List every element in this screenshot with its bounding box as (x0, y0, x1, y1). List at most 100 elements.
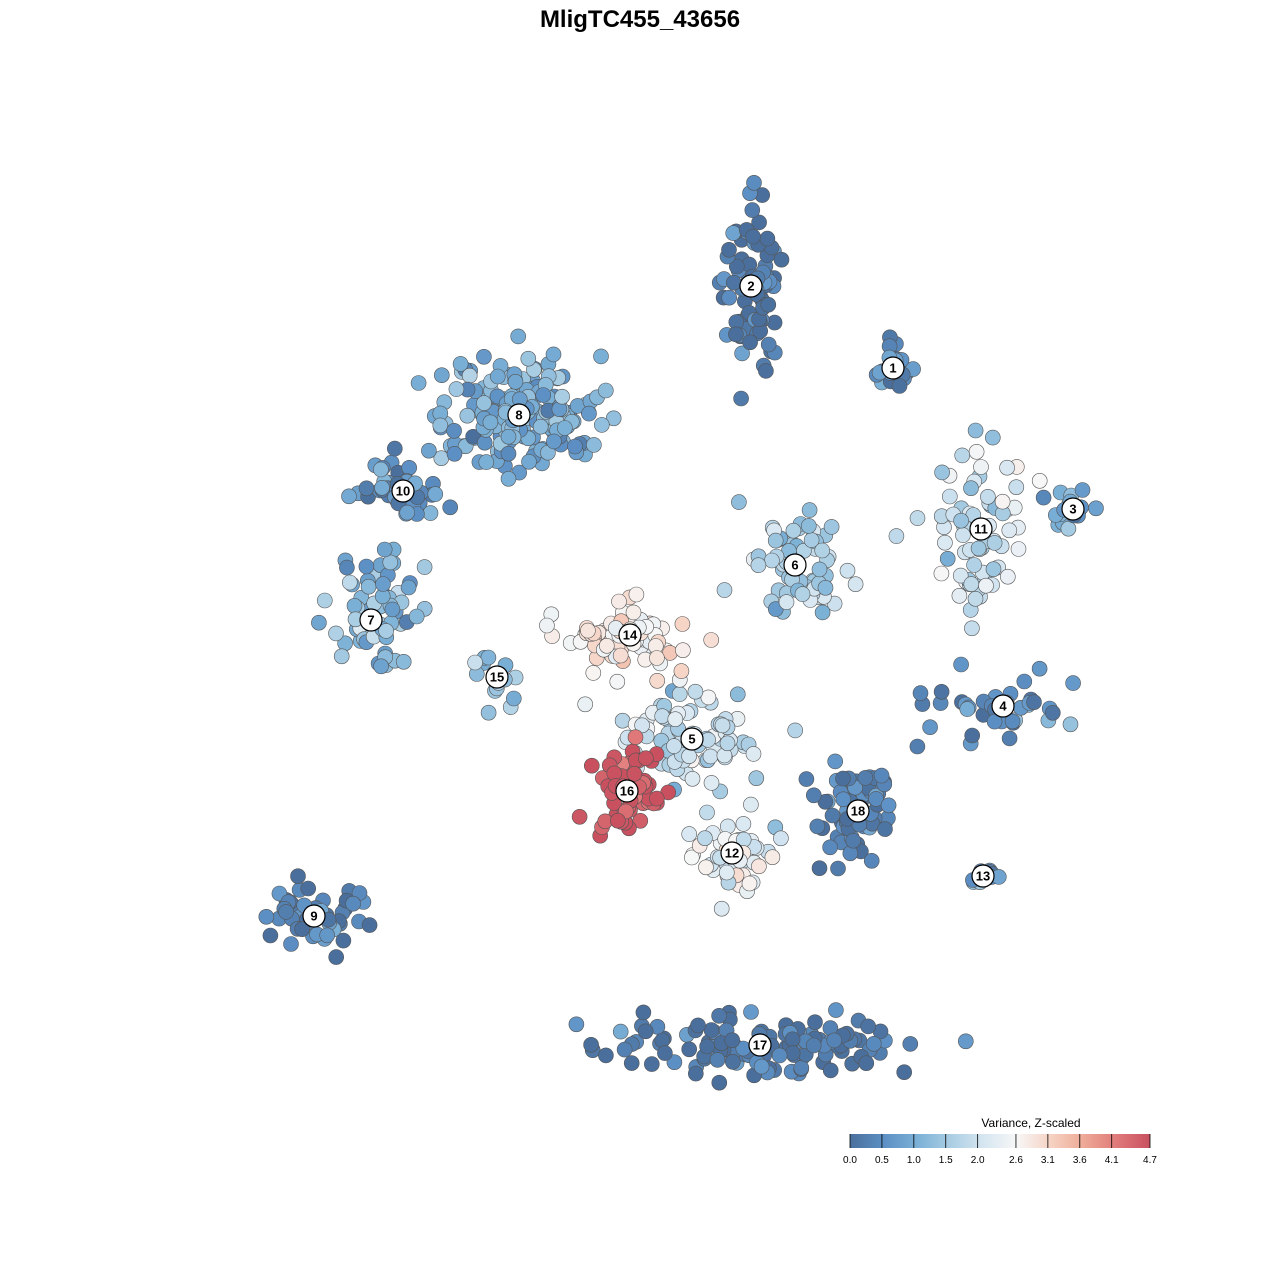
data-point (433, 367, 450, 384)
data-point (744, 202, 761, 218)
data-point (376, 541, 393, 558)
data-point (711, 1007, 727, 1024)
cluster-label-badge (783, 553, 807, 577)
cluster-label-8: 8 (507, 403, 531, 427)
data-point (822, 839, 838, 856)
data-point (941, 488, 958, 505)
cluster-label-badge (739, 274, 763, 298)
data-point (787, 722, 804, 739)
cluster-label-2: 2 (739, 274, 763, 298)
data-point (507, 373, 524, 390)
cluster-label-badge (302, 904, 326, 928)
cluster-label-10: 10 (391, 479, 415, 503)
cluster-label-badge (507, 403, 531, 427)
cluster-label-text: 14 (623, 628, 638, 643)
data-point (674, 616, 691, 632)
data-point (1010, 541, 1027, 557)
data-point (937, 534, 953, 551)
data-point (784, 1031, 801, 1048)
data-point (609, 812, 626, 829)
data-point (725, 274, 742, 291)
data-point (358, 558, 375, 575)
data-point (360, 578, 377, 595)
data-point (1088, 500, 1104, 517)
data-point (860, 1018, 877, 1035)
data-point (891, 378, 908, 394)
chart-title: MligTC455_43656 (540, 6, 740, 33)
data-point (666, 738, 682, 754)
data-point (909, 510, 926, 526)
data-point (801, 502, 818, 518)
cluster-label-text: 16 (620, 784, 634, 799)
data-point (637, 1023, 654, 1040)
cluster-label-16: 16 (615, 779, 639, 803)
data-point (967, 422, 984, 439)
data-point (719, 735, 736, 752)
cluster-label-text: 17 (753, 1038, 767, 1053)
data-point (346, 597, 363, 614)
data-point (822, 1062, 839, 1079)
data-point (760, 336, 777, 353)
data-point (683, 849, 700, 866)
data-point (319, 927, 336, 944)
data-point (953, 656, 969, 673)
data-point (489, 368, 506, 385)
data-point (520, 350, 537, 367)
data-point (580, 622, 596, 639)
legend-ticks: 0.0 0.5 1.0 1.5 2.0 2.6 3.1 3.6 4.1 4.7 (843, 1134, 1157, 1166)
data-point (598, 1047, 614, 1064)
data-point (649, 650, 665, 666)
data-point (684, 770, 701, 787)
data-point (896, 1064, 913, 1080)
data-point (328, 625, 344, 642)
data-point (637, 750, 654, 767)
data-point (865, 1036, 882, 1052)
data-point (500, 428, 517, 445)
data-point (577, 696, 594, 713)
data-point (1062, 716, 1079, 733)
data-point (909, 738, 926, 755)
cluster-label-3: 3 (1061, 497, 1085, 521)
data-point (807, 1014, 823, 1031)
data-point (978, 577, 994, 594)
legend-tick-label: 2.0 (971, 1155, 985, 1166)
data-point (986, 535, 1003, 551)
data-point (335, 932, 352, 949)
data-point (634, 717, 650, 734)
data-point (773, 830, 789, 847)
data-point (648, 790, 665, 807)
data-point (545, 346, 562, 363)
data-point (877, 821, 893, 837)
data-point (902, 1036, 919, 1052)
data-point (729, 686, 746, 703)
legend-tick-label: 0.0 (843, 1155, 857, 1166)
data-point (567, 438, 583, 455)
data-point (811, 561, 828, 578)
data-point (1031, 660, 1048, 677)
data-point (671, 686, 688, 702)
cluster-label-11: 11 (969, 517, 993, 541)
data-point (735, 816, 752, 832)
data-point (681, 748, 697, 765)
data-point (967, 590, 984, 607)
data-point (1031, 472, 1048, 489)
legend-tick-label: 2.6 (1009, 1155, 1023, 1166)
data-point (626, 765, 643, 782)
cluster-label-badge (1061, 497, 1085, 521)
data-point (597, 382, 614, 399)
data-point (751, 214, 767, 231)
data-point (478, 454, 495, 470)
data-point (703, 775, 720, 791)
data-point (395, 653, 412, 670)
cluster-label-text: 4 (999, 699, 1007, 714)
data-point (373, 461, 389, 478)
data-point (505, 690, 522, 707)
legend-tick-label: 0.5 (875, 1155, 889, 1166)
data-point (733, 390, 749, 407)
data-point (709, 1052, 726, 1068)
data-point (766, 314, 783, 331)
data-point (616, 1041, 633, 1058)
data-point (771, 1047, 788, 1064)
cluster-label-badge (680, 727, 704, 751)
data-point (568, 1016, 585, 1033)
